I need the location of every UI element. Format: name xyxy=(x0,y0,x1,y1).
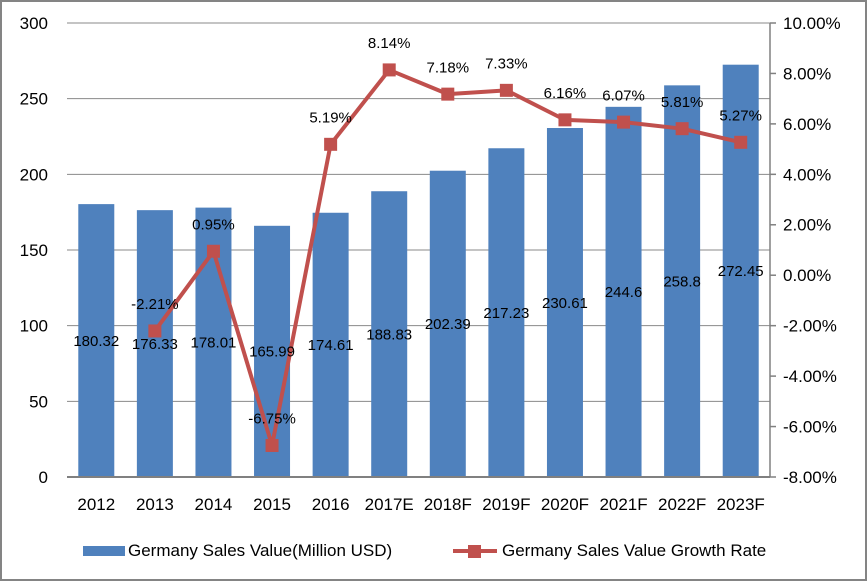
bar-series-swatch-icon xyxy=(83,546,125,556)
x-axis-label-2012: 2012 xyxy=(77,495,115,514)
x-axis-label-2019F: 2019F xyxy=(482,495,530,514)
marker-2023F xyxy=(734,135,748,149)
growth-label-2013: -2.21% xyxy=(131,296,179,313)
left-axis-label-50: 50 xyxy=(29,392,48,411)
growth-label-2014: 0.95% xyxy=(192,217,235,234)
left-axis-label-150: 150 xyxy=(20,241,48,260)
right-axis-label-2: 2.00% xyxy=(783,216,831,235)
bar-2012 xyxy=(78,204,115,478)
left-axis-label-200: 200 xyxy=(20,165,48,184)
marker-2014 xyxy=(206,244,220,258)
bar-label-2018F: 202.39 xyxy=(425,316,471,333)
x-axis-label-2015: 2015 xyxy=(253,495,291,514)
bar-label-2019F: 217.23 xyxy=(483,305,529,322)
x-axis-label-2016: 2016 xyxy=(312,495,350,514)
growth-label-2021F: 6.07% xyxy=(602,87,645,104)
x-axis-label-2014: 2014 xyxy=(195,495,233,514)
bar-label-2012: 180.32 xyxy=(73,333,119,350)
bar-label-2022F: 258.8 xyxy=(663,273,701,290)
right-axis-label-8: 8.00% xyxy=(783,64,831,83)
marker-2021F xyxy=(617,115,631,129)
growth-label-2017E: 8.14% xyxy=(368,35,411,52)
x-axis-label-2021F: 2021F xyxy=(599,495,647,514)
growth-label-2019F: 7.33% xyxy=(485,56,528,73)
marker-2017E xyxy=(382,63,396,77)
left-axis-label-0: 0 xyxy=(39,468,48,487)
bar-label-2020F: 230.61 xyxy=(542,295,588,312)
growth-label-2023F: 5.27% xyxy=(719,108,762,125)
line-swatch-square-marker xyxy=(468,545,481,558)
right-axis-label--6: -6.00% xyxy=(783,418,837,437)
growth-label-2016: 5.19% xyxy=(309,110,352,127)
marker-2018F xyxy=(441,87,455,101)
x-axis-label-2018F: 2018F xyxy=(424,495,472,514)
bar-2023F xyxy=(722,64,759,478)
growth-label-2020F: 6.16% xyxy=(544,85,587,102)
bar-label-2017E: 188.83 xyxy=(366,326,412,343)
bar-2019F xyxy=(488,148,525,477)
right-axis-label--2: -2.00% xyxy=(783,317,837,336)
bar-2022F xyxy=(664,85,701,477)
right-axis-label--4: -4.00% xyxy=(783,367,837,386)
x-axis-label-2020F: 2020F xyxy=(541,495,589,514)
legend-item-growth-rate: Germany Sales Value Growth Rate xyxy=(453,541,767,560)
left-axis-label-300: 300 xyxy=(20,14,48,33)
bar-label-2014: 178.01 xyxy=(191,335,237,352)
left-axis-label-250: 250 xyxy=(20,90,48,109)
right-axis-label-6: 6.00% xyxy=(783,115,831,134)
legend-label-growth-rate: Germany Sales Value Growth Rate xyxy=(502,541,767,560)
marker-2022F xyxy=(675,122,689,136)
x-axis-label-2017E: 2017E xyxy=(365,495,414,514)
growth-label-2022F: 5.81% xyxy=(661,94,704,111)
bar-label-2021F: 244.6 xyxy=(605,284,643,301)
marker-2020F xyxy=(558,113,572,127)
right-axis-label-10: 10.00% xyxy=(783,14,841,33)
bar-label-2016: 174.61 xyxy=(308,337,354,354)
bar-label-2013: 176.33 xyxy=(132,336,178,353)
right-axis-label--8: -8.00% xyxy=(783,468,837,487)
bar-2021F xyxy=(605,106,642,477)
right-axis-label-0: 0.00% xyxy=(783,266,831,285)
bar-2020F xyxy=(546,128,583,477)
bar-2016 xyxy=(312,212,349,477)
legend-item-sales-value: Germany Sales Value(Million USD) xyxy=(83,541,393,560)
bar-label-2015: 165.99 xyxy=(249,344,295,361)
bar-2018F xyxy=(429,170,466,477)
right-axis-label-4: 4.00% xyxy=(783,165,831,184)
bar-2017E xyxy=(371,191,408,477)
growth-label-2015: -6.75% xyxy=(248,411,296,428)
marker-2015 xyxy=(265,438,279,452)
marker-2019F xyxy=(499,83,513,97)
x-axis-label-2023F: 2023F xyxy=(717,495,765,514)
x-axis-label-2022F: 2022F xyxy=(658,495,706,514)
marker-2016 xyxy=(324,137,338,151)
left-axis-label-100: 100 xyxy=(20,317,48,336)
bar-label-2023F: 272.45 xyxy=(718,263,764,280)
legend-label-sales-value: Germany Sales Value(Million USD) xyxy=(128,541,393,560)
line-series-swatch-icon xyxy=(453,544,497,558)
bar-2013 xyxy=(136,210,173,477)
growth-label-2018F: 7.18% xyxy=(427,59,470,76)
marker-2013 xyxy=(148,324,162,338)
x-axis-label-2013: 2013 xyxy=(136,495,174,514)
